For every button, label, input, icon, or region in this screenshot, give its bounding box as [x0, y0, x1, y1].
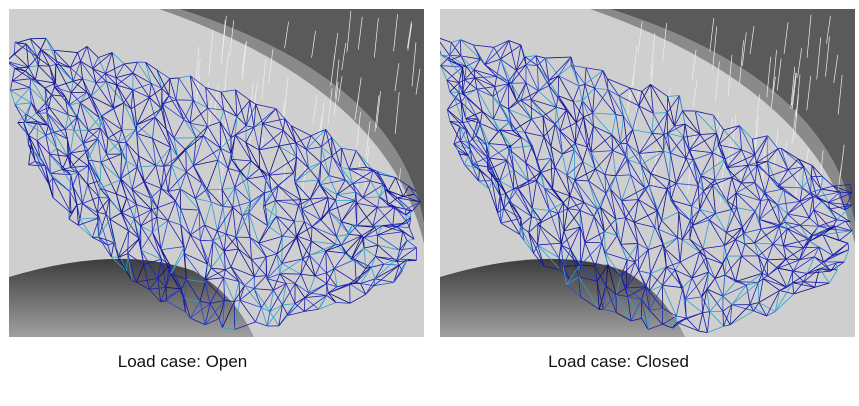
strut [531, 100, 532, 119]
strut [186, 150, 187, 172]
caption: Load case: Closed [411, 352, 826, 372]
strut [223, 207, 233, 208]
strut [450, 56, 461, 57]
strut [157, 208, 158, 217]
strut [574, 150, 575, 181]
strut [30, 38, 46, 39]
caption: Load case: Open [0, 352, 390, 372]
strut [758, 282, 759, 302]
strut [38, 66, 49, 67]
figure: Load case: Open Load case: Closed (() =>… [0, 0, 859, 406]
render-open [9, 9, 424, 337]
render-closed [440, 9, 855, 337]
strut [234, 302, 235, 330]
strut [259, 150, 260, 168]
strut [377, 235, 378, 245]
